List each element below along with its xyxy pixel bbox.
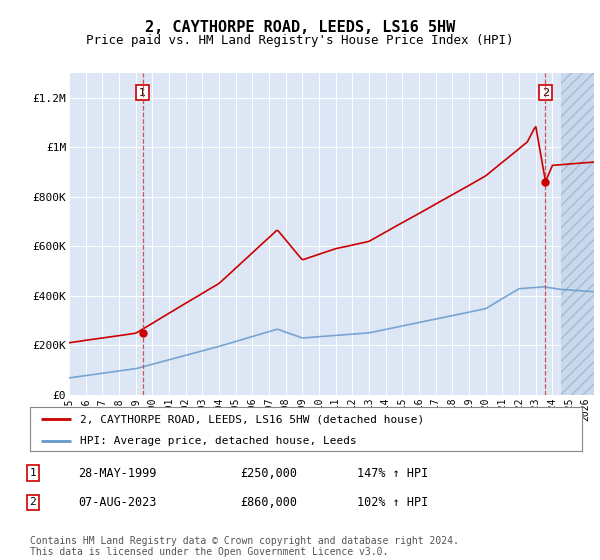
Text: 28-MAY-1999: 28-MAY-1999 [78, 466, 157, 480]
Text: Contains HM Land Registry data © Crown copyright and database right 2024.
This d: Contains HM Land Registry data © Crown c… [30, 535, 459, 557]
Text: 2: 2 [29, 497, 37, 507]
Text: £860,000: £860,000 [240, 496, 297, 509]
Text: 102% ↑ HPI: 102% ↑ HPI [357, 496, 428, 509]
Bar [560, 73, 594, 395]
Text: 07-AUG-2023: 07-AUG-2023 [78, 496, 157, 509]
Text: HPI: Average price, detached house, Leeds: HPI: Average price, detached house, Leed… [80, 436, 356, 446]
Text: 147% ↑ HPI: 147% ↑ HPI [357, 466, 428, 480]
Text: 2: 2 [542, 87, 549, 97]
Text: £250,000: £250,000 [240, 466, 297, 480]
Text: 2, CAYTHORPE ROAD, LEEDS, LS16 5HW (detached house): 2, CAYTHORPE ROAD, LEEDS, LS16 5HW (deta… [80, 414, 424, 424]
Text: 2, CAYTHORPE ROAD, LEEDS, LS16 5HW: 2, CAYTHORPE ROAD, LEEDS, LS16 5HW [145, 20, 455, 35]
Text: 1: 1 [29, 468, 37, 478]
Text: Price paid vs. HM Land Registry's House Price Index (HPI): Price paid vs. HM Land Registry's House … [86, 34, 514, 46]
Text: 1: 1 [139, 87, 146, 97]
